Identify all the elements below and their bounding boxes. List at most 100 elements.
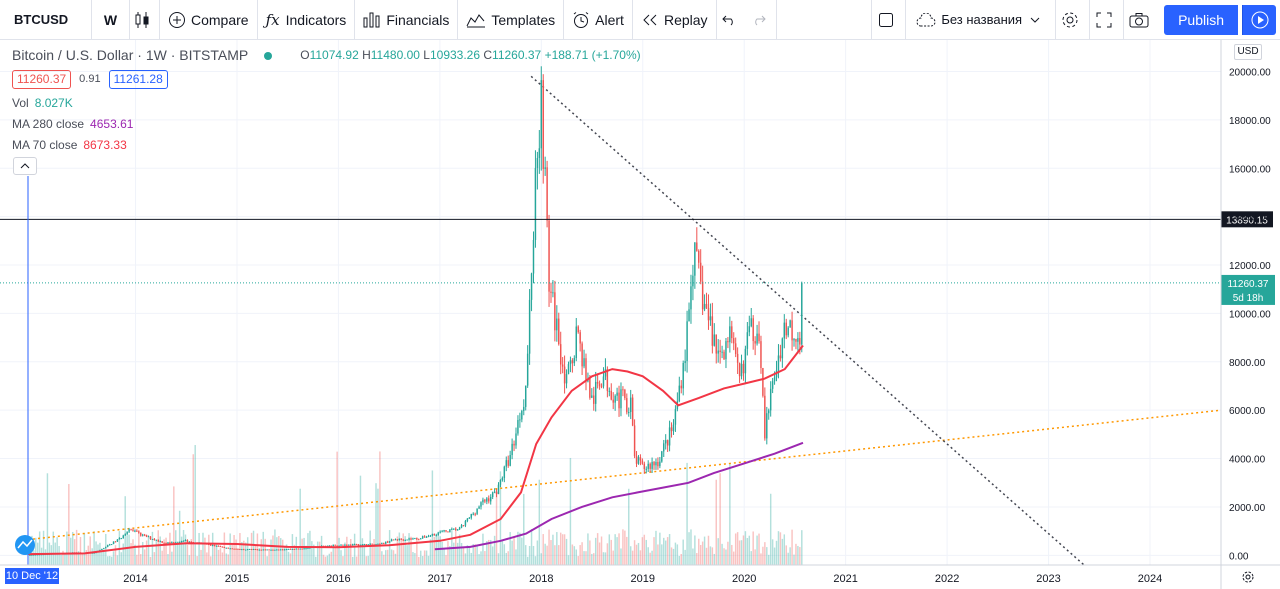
volume-bar [204,537,206,565]
candle-body [390,539,393,542]
candle-body [495,491,498,495]
candle-body [112,541,115,545]
axis-settings-icon[interactable] [1242,571,1254,583]
replay-button[interactable]: Replay [633,0,717,40]
candle-body [723,351,725,360]
sell-price-badge[interactable]: 11260.37 [12,70,72,89]
buy-price-badge[interactable]: 11261.28 [108,70,168,89]
candle-body [464,521,467,526]
volume-bar [29,551,31,565]
volume-bar [783,534,786,565]
candle-body [105,546,107,549]
fullscreen-button[interactable] [1090,0,1125,40]
candle-body [138,531,140,533]
volume-bar [546,545,548,565]
volume-bar [797,545,799,565]
volume-bar [641,537,644,565]
volume-bar [738,540,741,565]
candle-body [260,549,263,551]
candle-body [431,534,434,536]
volume-bar [445,555,447,565]
volume-bar [472,543,474,565]
candle-body [698,250,700,263]
candle-body [462,525,465,527]
candle-body [524,385,527,407]
x-tick-label: 2024 [1138,573,1162,585]
candle-body [647,463,649,469]
candle-body [696,242,698,251]
volume-bar [141,541,144,565]
settings-button[interactable] [1056,0,1091,40]
candle-body [740,363,743,377]
chart-style-button[interactable] [130,0,160,40]
volume-bar [526,556,529,565]
volume-bar [297,549,299,565]
candle-body [620,389,622,409]
candle-body [305,548,307,550]
volume-bar [192,454,194,565]
candle-body [159,541,161,543]
compare-button[interactable]: Compare [160,0,258,40]
undo-button[interactable] [717,0,747,40]
alert-button[interactable]: Alert [564,0,633,40]
volume-bar [361,538,364,565]
candle-body [515,433,517,446]
volume-bar [163,539,165,565]
templates-button[interactable]: Templates [458,0,565,40]
volume-bar [608,534,611,565]
volume-bar [311,541,313,565]
volume-bar [120,552,123,565]
high-value: 11480.00 [370,48,420,62]
volume-bar [122,543,124,565]
financials-button[interactable]: Financials [355,0,459,40]
candle-body [565,374,568,384]
candle-body [114,541,117,543]
y-tick-label: 14000.00 [1229,213,1271,224]
volume-bar [316,541,319,565]
candle-body [521,410,523,420]
candle-body [688,309,690,322]
symbol-search-button[interactable]: BTCUSD [0,0,92,40]
volume-bar [225,553,228,565]
candle-body [357,544,360,546]
volume-bar [213,546,216,565]
volume-bar [421,556,424,565]
candle-body [414,538,416,540]
volume-bar [573,546,576,565]
currency-label[interactable]: USD [1234,44,1262,60]
volume-bar [400,538,403,565]
volume-bar [756,535,758,565]
volume-bar [484,551,486,565]
volume-bar [762,546,764,565]
publish-button[interactable]: Publish [1164,4,1238,35]
publish-options-button[interactable] [1242,4,1276,35]
bar-chart-icon [363,12,380,27]
volume-bar [513,537,515,565]
layout-name-button[interactable]: Без названия [906,0,1057,40]
volume-bar [77,551,80,565]
interval-button[interactable]: W [92,0,130,40]
volume-bar [604,552,607,565]
volume-bar [97,544,99,565]
volume-bar [799,547,801,565]
volume-bar [355,556,358,565]
candle-body [460,525,463,528]
candle-body [297,548,299,550]
candles-icon [135,11,149,28]
candle-body [717,350,719,354]
volume-bar [449,545,451,565]
gear-icon-center [1245,574,1251,580]
volume-bar [134,544,136,565]
volume-bar [151,531,154,565]
indicators-button[interactable]: ƒx Indicators [258,0,356,40]
volume-bar [468,545,471,565]
snapshot-button[interactable] [1124,0,1158,40]
volume-bar [328,553,331,565]
redo-button[interactable] [747,0,777,40]
price-chart[interactable]: 13890.15 11260.37 5d 18h 0.00 2000.00 4000.0… [0,40,1280,589]
fullscreen-layout-button[interactable] [872,0,907,40]
volume-bar [274,529,276,565]
volume-bar [645,539,647,565]
candle-body [558,318,560,345]
collapse-legend-button[interactable] [13,157,37,175]
